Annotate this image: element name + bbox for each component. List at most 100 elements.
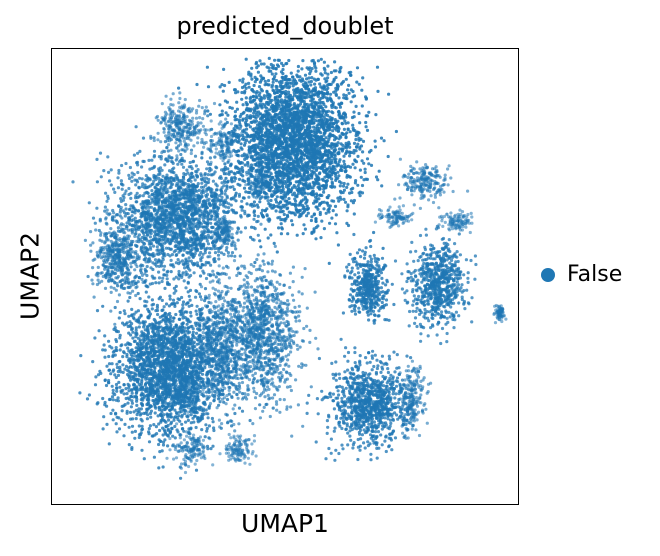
scatter-point	[200, 156, 204, 160]
scatter-point	[135, 368, 139, 372]
scatter-point	[270, 72, 274, 76]
scatter-point	[197, 416, 201, 420]
scatter-point	[353, 181, 357, 185]
scatter-point	[313, 82, 317, 86]
scatter-point	[148, 345, 152, 349]
scatter-point	[134, 326, 138, 330]
scatter-point	[177, 355, 181, 359]
scatter-point	[130, 401, 134, 405]
scatter-point	[322, 133, 326, 137]
scatter-point	[121, 363, 125, 367]
scatter-point	[165, 327, 170, 331]
scatter-point	[127, 397, 132, 401]
scatter-point	[340, 131, 344, 135]
scatter-point	[302, 223, 306, 227]
scatter-point	[156, 346, 160, 350]
scatter-point	[127, 314, 131, 318]
scatter-point	[168, 297, 172, 301]
scatter-point	[123, 422, 127, 426]
scatter-point	[367, 110, 371, 114]
scatter-point	[305, 102, 309, 107]
scatter-point	[126, 299, 130, 303]
scatter-point	[359, 175, 363, 179]
scatter-point	[194, 331, 199, 335]
scatter-point	[154, 372, 158, 376]
scatter-point	[328, 135, 332, 139]
scatter-point	[145, 350, 149, 354]
scatter-point	[332, 199, 336, 203]
scatter-point	[346, 88, 350, 92]
scatter-point	[166, 444, 170, 448]
scatter-point	[201, 409, 206, 413]
scatter-point	[107, 442, 111, 446]
scatter-point	[146, 307, 150, 311]
scatter-point	[182, 311, 186, 315]
scatter-point	[157, 297, 161, 301]
scatter-point	[352, 212, 356, 216]
scatter-point	[352, 198, 356, 203]
scatter-point	[180, 341, 184, 346]
scatter-point	[346, 182, 350, 186]
scatter-point	[127, 425, 131, 429]
scatter-point	[133, 387, 137, 391]
scatter-point	[135, 390, 139, 394]
scatter-point	[254, 150, 258, 154]
scatter-point	[362, 161, 366, 165]
scatter-point	[331, 209, 335, 213]
scatter-point	[111, 418, 115, 422]
scatter-point	[281, 218, 285, 222]
scatter-point	[189, 325, 193, 329]
scatter-point	[157, 326, 161, 330]
scatter-point	[140, 344, 145, 348]
scatter-point	[149, 360, 153, 364]
scatter-point	[280, 205, 284, 209]
scatter-point	[79, 354, 83, 358]
scatter-point	[314, 134, 318, 138]
scatter-point	[107, 339, 111, 343]
scatter-point	[244, 96, 248, 100]
scatter-point	[357, 136, 361, 140]
scatter-point	[130, 388, 134, 392]
scatter-point	[133, 436, 137, 440]
scatter-point	[166, 404, 170, 408]
scatter-point	[134, 408, 138, 412]
scatter-point	[291, 95, 295, 99]
scatter-point	[186, 335, 190, 339]
scatter-point	[180, 325, 184, 329]
scatter-point	[237, 406, 242, 410]
scatter-point	[130, 348, 134, 352]
scatter-point	[361, 76, 365, 80]
scatter-point	[147, 295, 151, 299]
scatter-point	[171, 349, 176, 353]
scatter-point	[118, 310, 122, 315]
scatter-point	[187, 294, 191, 298]
scatter-point	[118, 368, 122, 372]
scatter-point	[218, 400, 222, 404]
scatter-point	[169, 347, 173, 351]
scatter-point	[148, 324, 152, 328]
scatter-point	[354, 145, 359, 149]
scatter-point	[306, 211, 310, 215]
scatter-point	[109, 411, 113, 416]
scatter-point	[348, 130, 352, 134]
scatter-point	[128, 295, 132, 300]
scatter-point	[169, 270, 173, 274]
scatter-point	[369, 163, 374, 167]
scatter-point	[285, 207, 289, 211]
scatter-point	[330, 110, 334, 114]
scatter-point	[137, 435, 141, 440]
scatter-point	[129, 353, 133, 357]
scatter-point	[194, 468, 199, 472]
scatter-point	[151, 323, 155, 327]
scatter-point	[257, 110, 261, 114]
scatter-point	[147, 427, 151, 431]
scatter-point	[247, 85, 251, 89]
scatter-point	[373, 139, 377, 143]
scatter-point	[130, 327, 134, 332]
scatter-point	[267, 83, 271, 87]
scatter-point	[253, 80, 257, 84]
scatter-point	[147, 356, 151, 361]
scatter-point	[312, 227, 316, 231]
scatter-point	[153, 411, 157, 415]
scatter-point	[93, 336, 97, 340]
